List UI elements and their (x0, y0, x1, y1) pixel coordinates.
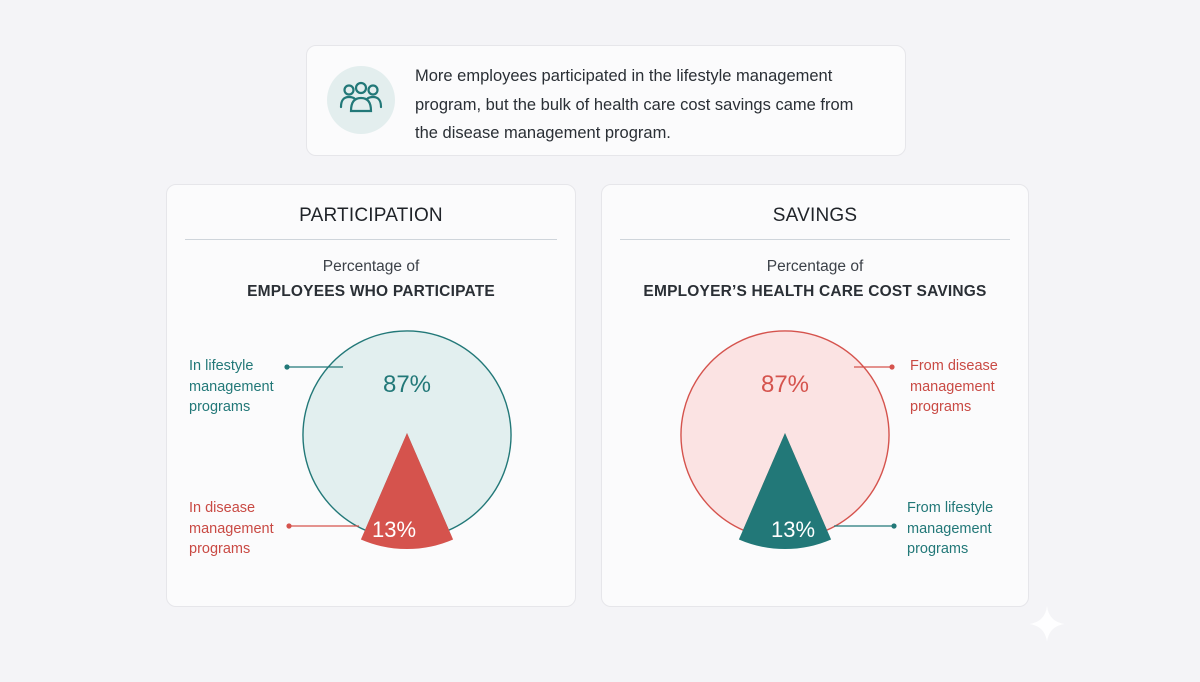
people-group-icon (327, 66, 395, 134)
divider (185, 239, 557, 240)
label-line: From disease (910, 358, 998, 374)
label-line: management (189, 378, 274, 395)
pie-slice-major (302, 330, 512, 532)
legend-label-lifestyle: From lifestyle management programs (907, 498, 993, 560)
summary-line: the disease management program. (415, 124, 671, 142)
card-subtitle: Percentage of (766, 258, 864, 275)
savings-card: SAVINGS Percentage of EMPLOYER’S HEALTH … (601, 184, 1029, 607)
leader-dot-major (889, 364, 895, 370)
leader-lines (834, 364, 897, 529)
legend-label-disease: From disease management programs (910, 356, 998, 418)
pie-slice-major (680, 330, 890, 532)
label-line: programs (910, 399, 972, 415)
label-line: programs (189, 399, 251, 415)
card-title: PARTICIPATION (299, 205, 443, 226)
label-line: In disease (189, 500, 256, 516)
label-line: In lifestyle (189, 358, 254, 374)
card-heading: EMPLOYEES WHO PARTICIPATE (247, 283, 495, 300)
leader-dot-minor (286, 523, 292, 529)
pie-slice-minor (360, 433, 454, 550)
participation-pie: 87% 13% (284, 330, 512, 550)
leader-lines (284, 364, 359, 529)
summary-callout: More employees participated in the lifes… (306, 45, 906, 156)
leader-dot-minor (891, 523, 897, 529)
pie-slice-minor (738, 433, 832, 550)
legend-label-disease: In disease management programs (189, 498, 274, 560)
label-line: management (910, 378, 995, 395)
sparkle-icon (1029, 606, 1065, 642)
pie-value-major: 87% (761, 371, 809, 398)
divider (620, 239, 1010, 240)
label-line: programs (189, 541, 251, 557)
legend-label-lifestyle: In lifestyle management programs (189, 356, 274, 418)
summary-line: More employees participated in the lifes… (415, 67, 833, 85)
label-line: management (907, 520, 992, 537)
label-line: From lifestyle (907, 500, 994, 516)
leader-dot-major (284, 364, 290, 370)
label-line: programs (907, 541, 969, 557)
label-line: management (189, 520, 274, 537)
card-heading: EMPLOYER’S HEALTH CARE COST SAVINGS (643, 283, 987, 300)
summary-text: More employees participated in the lifes… (415, 62, 895, 148)
summary-line: program, but the bulk of health care cos… (415, 95, 854, 114)
savings-pie: 87% 13% (680, 330, 897, 550)
pie-value-minor: 13% (771, 517, 815, 542)
pie-value-minor: 13% (372, 517, 416, 542)
pie-value-major: 87% (383, 371, 431, 398)
participation-card: PARTICIPATION Percentage of EMPLOYEES WH… (166, 184, 576, 607)
card-subtitle: Percentage of (322, 258, 420, 275)
card-title: SAVINGS (772, 205, 858, 226)
